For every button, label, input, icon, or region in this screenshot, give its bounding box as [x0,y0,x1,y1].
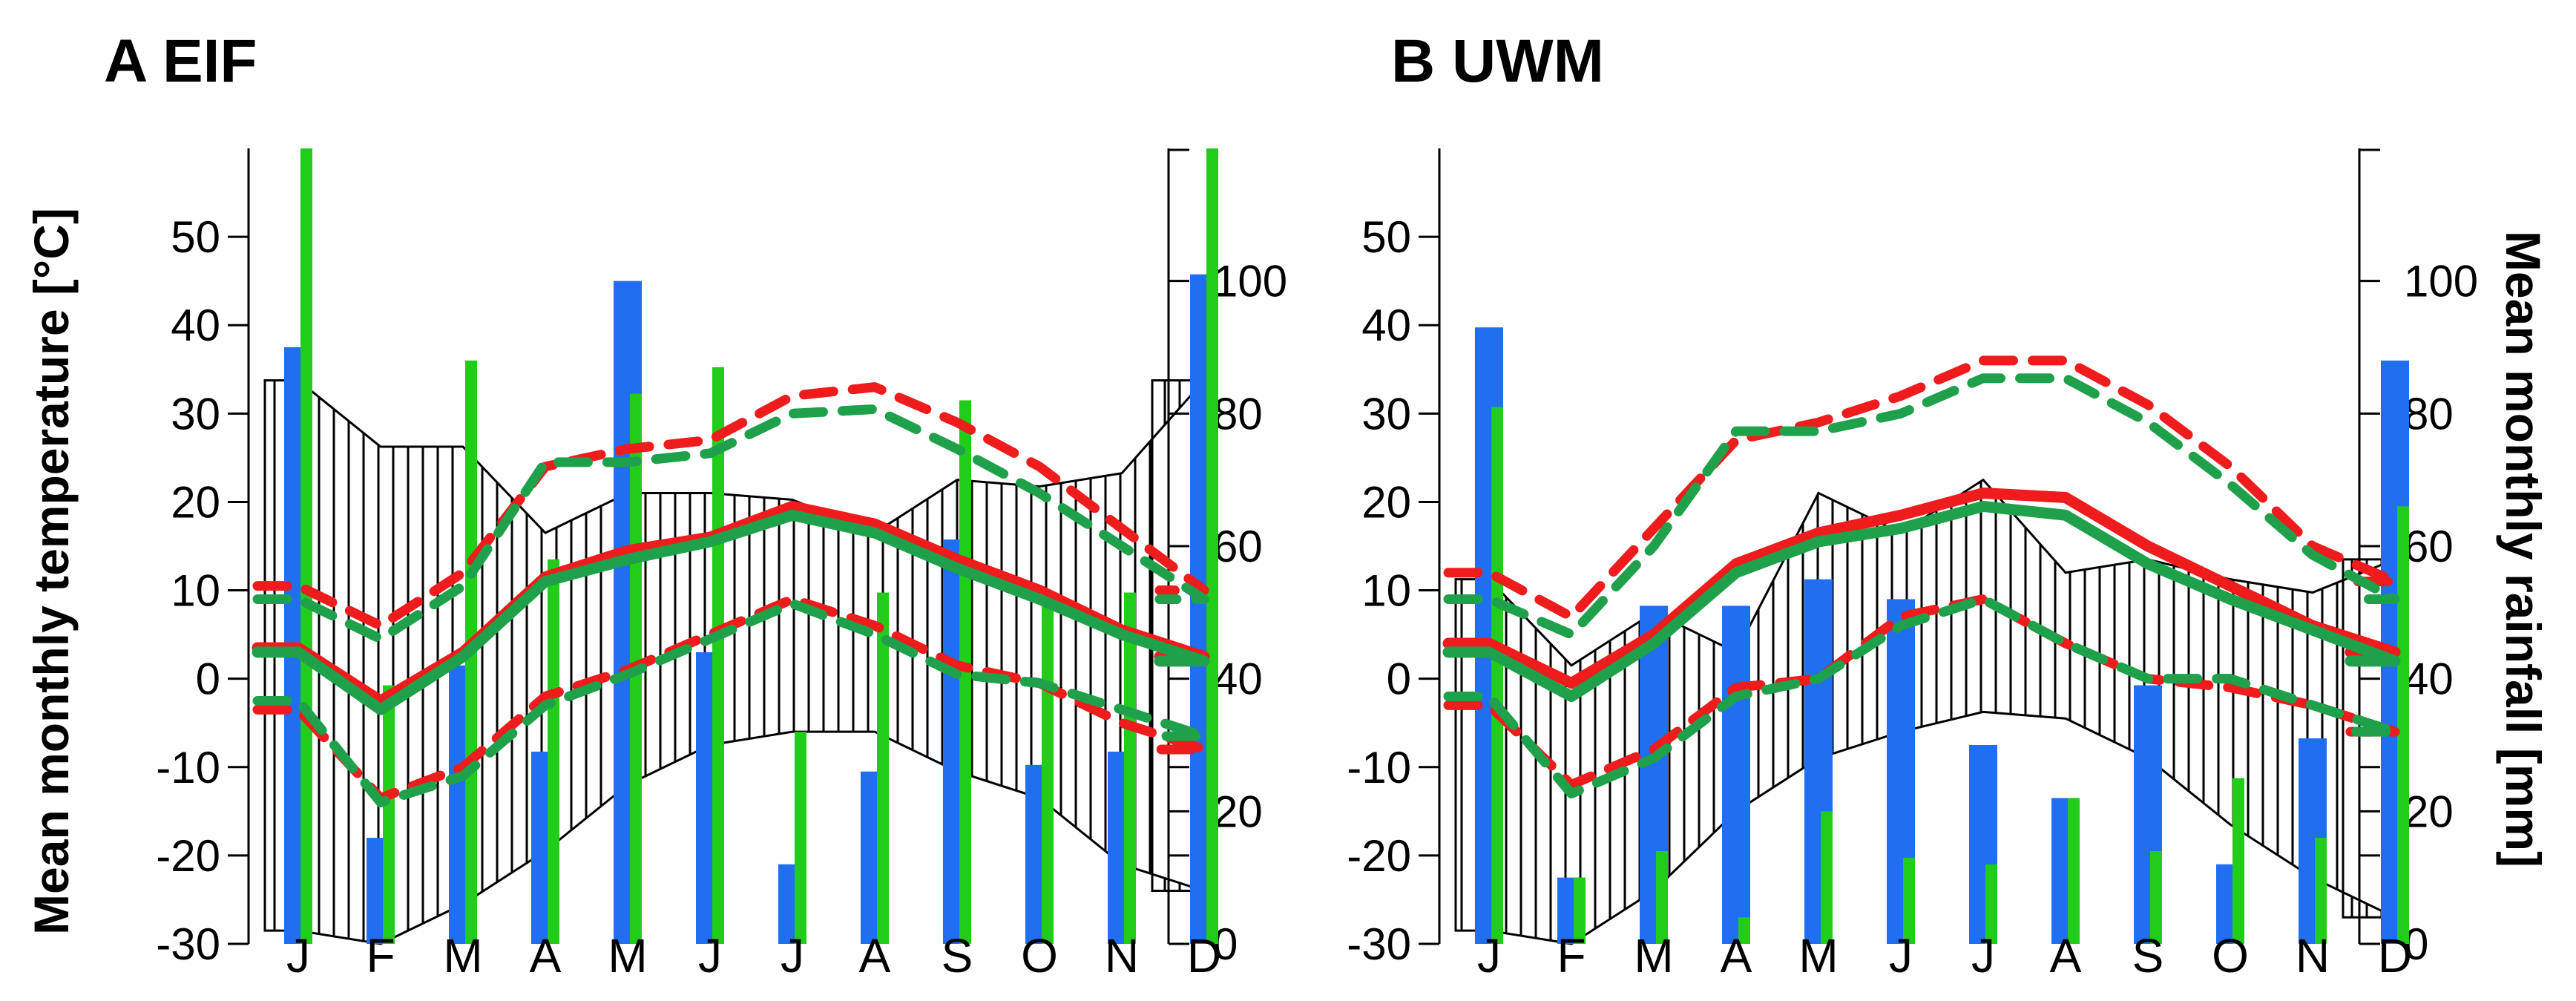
rain-bar-simulated [1042,599,1054,944]
temp-mean-simulated-line [252,509,1210,715]
temp-min-simulated-line [1443,594,2400,799]
rain-tick-label: 20 [2404,787,2454,836]
temp-tick-label: 40 [1361,301,1411,350]
temp-max-observed-line [252,382,1209,631]
temp-tick-label: 50 [1361,212,1411,262]
month-label: J [698,929,722,982]
temp-max-observed-line [1443,355,2400,622]
left-axis-label: Mean monthly temperature [°C] [24,208,79,935]
month-label: N [2296,929,2330,982]
month-label: J [1477,929,1501,982]
rain-bar-simulated [877,592,889,944]
month-label: J [1971,929,1995,982]
month-label: F [366,929,395,982]
rain-bar-simulated [383,685,395,944]
rain-tick-label: 100 [1213,257,1287,306]
rainfall-envelope [1454,478,2396,945]
temp-tick-label: 10 [171,566,220,616]
rain-bar-simulated [1124,592,1136,944]
temp-tick-label: 30 [171,389,220,439]
temp-tick-label: 40 [171,301,220,350]
rain-bar-simulated [1985,864,1997,944]
month-label: M [1634,929,1673,982]
month-label: M [1798,929,1838,982]
rain-bar-simulated [2068,798,2080,944]
temp-tick-label: 0 [196,654,220,704]
rain-tick-label: 40 [2404,654,2454,704]
temp-tick-label: -30 [1347,919,1411,969]
rain-tick-label: 100 [2404,257,2478,306]
panel-b-title: B UWM [1391,27,1604,95]
temp-min-observed-line [252,594,1209,803]
temp-tick-label: 10 [1361,566,1411,616]
month-label: D [2378,929,2412,982]
month-label: F [1557,929,1586,982]
rain-tick-label: 80 [2404,389,2454,439]
rain-tick-label: 60 [2404,522,2454,571]
temp-tick-label: 0 [1387,654,1411,704]
temp-min-simulated-line [252,598,1209,807]
rain-tick-label: 60 [1213,522,1263,571]
month-label: J [286,929,310,982]
month-label: A [2050,929,2082,982]
rain-bar-observed [1722,605,1750,944]
month-label: D [1187,929,1221,982]
rain-tick-label: 40 [1213,654,1263,704]
temp-tick-label: -20 [156,831,220,881]
rain-tick-label: 20 [1213,787,1263,836]
month-label: A [530,929,562,982]
month-label: J [1889,929,1913,982]
temp-tick-label: -20 [1347,831,1411,881]
rain-tick-label: 80 [1213,389,1263,439]
rain-bar-simulated [1738,917,1750,944]
month-label: M [608,929,647,982]
rain-bar-simulated [300,148,312,944]
right-axis-label: Mean monthly rainfall [mm] [2496,231,2551,867]
month-label: A [1721,929,1752,982]
rain-bar-simulated [1574,877,1586,944]
month-label: S [2132,929,2164,982]
month-label: M [443,929,482,982]
rain-bar-simulated [1491,407,1503,944]
month-label: S [942,929,973,982]
rain-bar-simulated [2150,850,2162,944]
rain-bar-simulated [712,367,724,944]
temp-mean-simulated-line [1442,500,2401,702]
rainfall-envelope [263,379,1207,945]
month-label: O [1021,929,1058,982]
rain-bar-simulated [795,732,806,944]
temp-tick-label: -30 [156,919,220,969]
rain-bar-simulated [2232,778,2244,944]
temp-tick-label: 50 [171,212,220,262]
month-label: A [859,929,891,982]
rain-bar-simulated [1903,857,1915,944]
month-label: O [2212,929,2249,982]
month-label: J [781,929,804,982]
rain-bar-simulated [1821,811,1833,944]
panel-a-title: A EIF [104,27,257,95]
month-label: N [1105,929,1139,982]
temp-tick-label: 30 [1361,389,1411,439]
rain-bar-simulated [1656,850,1668,944]
temp-max-simulated-line [1443,373,2400,640]
temp-tick-label: 20 [1361,477,1411,527]
temp-tick-label: -10 [1347,743,1411,792]
rain-bar-simulated [1206,148,1218,944]
rain-bar-simulated [2397,506,2409,944]
temp-max-simulated-line [252,404,1209,644]
temp-min-observed-line [1443,594,2400,790]
temp-tick-label: 20 [171,477,220,527]
temp-tick-label: -10 [156,743,220,792]
rain-bar-simulated [548,559,559,944]
rain-bar-simulated [2315,838,2327,944]
